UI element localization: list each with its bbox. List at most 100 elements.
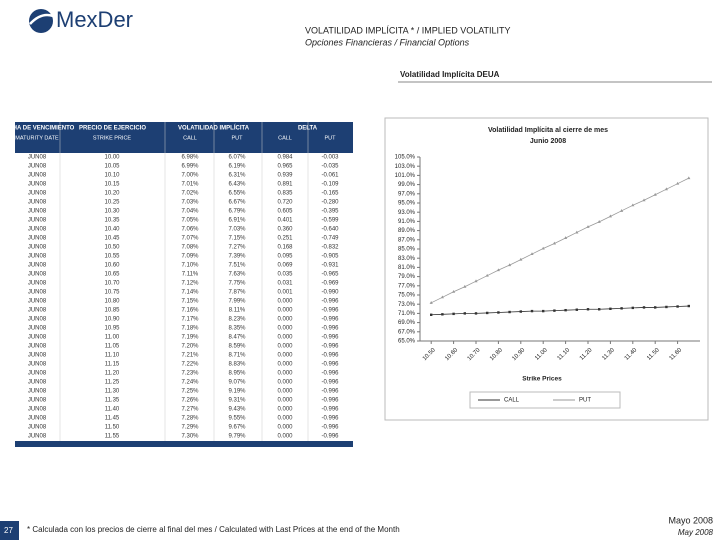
point-marker xyxy=(474,312,478,315)
page-number: 27 xyxy=(4,526,13,535)
table-cell: 9.43% xyxy=(228,407,246,413)
table-cell: 10.20 xyxy=(104,191,120,197)
table-cell: JUN08 xyxy=(28,236,47,242)
x-tick-label: 11.10 xyxy=(557,347,572,362)
x-axis-label: Strike Prices xyxy=(522,376,562,383)
table-cell: JUN08 xyxy=(28,407,47,413)
y-tick-label: 91.0% xyxy=(398,219,416,225)
point-marker xyxy=(654,306,657,309)
table-cell: 7.09% xyxy=(181,254,199,260)
date-en: May 2008 xyxy=(678,528,714,537)
table-cell: 8.23% xyxy=(228,317,246,323)
point-marker xyxy=(676,305,679,308)
x-tick-label: 11.30 xyxy=(601,347,616,362)
table-cell: 0.835 xyxy=(277,191,293,197)
table-cell: 7.75% xyxy=(228,281,246,287)
point-marker xyxy=(631,203,635,207)
table-cell: JUN08 xyxy=(28,425,47,431)
table-cell: JUN08 xyxy=(28,281,47,287)
point-marker xyxy=(429,301,433,304)
table-cell: 7.87% xyxy=(228,290,246,296)
table-cell: 10.75 xyxy=(104,290,120,296)
table-cell: JUN08 xyxy=(28,317,47,323)
point-marker xyxy=(463,284,467,288)
table-cell: 10.55 xyxy=(104,254,120,260)
table-cell: 0.965 xyxy=(277,164,293,170)
table-cell: 6.43% xyxy=(228,182,246,188)
table-cell: 9.31% xyxy=(228,398,246,404)
table-cell: 0.000 xyxy=(277,371,293,377)
table-cell: 10.35 xyxy=(104,218,120,224)
table-cell: JUN08 xyxy=(28,398,47,404)
page-badge xyxy=(0,521,19,540)
point-marker xyxy=(430,313,433,316)
y-tick-label: 87.0% xyxy=(398,237,416,243)
point-marker xyxy=(619,209,624,212)
table-cell: 7.29% xyxy=(181,425,199,431)
point-marker xyxy=(452,289,456,293)
table-cell: 0.000 xyxy=(277,335,293,341)
table-cell: JUN08 xyxy=(28,434,47,440)
column-header: PRECIO DE EJERCICIO xyxy=(79,126,146,132)
table-cell: 0.000 xyxy=(277,299,293,305)
point-marker xyxy=(563,236,568,239)
table-cell: 7.08% xyxy=(181,245,199,251)
logo-text: MexDer xyxy=(56,7,133,32)
section-title: Volatilidad Implícita DEUA xyxy=(400,70,500,79)
table-cell: -0.931 xyxy=(321,263,339,269)
table-cell: -0.061 xyxy=(321,173,339,179)
x-tick-label: 11.50 xyxy=(646,347,661,362)
table-cell: 7.51% xyxy=(228,263,246,269)
point-marker xyxy=(631,306,634,310)
table-footer-bar xyxy=(15,441,353,447)
table-cell: JUN08 xyxy=(28,290,47,296)
table-cell: 7.06% xyxy=(181,227,199,233)
table-cell: -0.996 xyxy=(321,425,339,431)
table-cell: 10.50 xyxy=(104,245,120,251)
series-line xyxy=(431,305,689,316)
table-cell: -0.280 xyxy=(321,200,339,206)
legend-label: PUT xyxy=(579,398,591,404)
table-cell: 0.000 xyxy=(277,398,293,404)
table-cell: JUN08 xyxy=(28,380,47,386)
table-cell: -0.996 xyxy=(321,326,339,332)
point-marker xyxy=(642,306,646,309)
point-marker xyxy=(609,307,612,310)
table-cell: -0.996 xyxy=(321,407,339,413)
x-tick-label: 10.90 xyxy=(511,347,526,362)
table-cell: 0.000 xyxy=(277,362,293,368)
table-cell: 10.00 xyxy=(104,155,120,161)
table-cell: 7.11% xyxy=(182,272,199,278)
table-cell: 6.55% xyxy=(228,191,246,197)
point-marker xyxy=(687,176,691,180)
table-cell: 7.25% xyxy=(181,389,199,395)
table-cell: 7.30% xyxy=(181,434,199,440)
table-cell: -0.996 xyxy=(321,299,339,305)
point-marker xyxy=(485,273,489,277)
table-cell: 0.001 xyxy=(277,290,293,296)
table-cell: JUN08 xyxy=(28,335,47,341)
table-cell: 0.360 xyxy=(277,227,293,233)
table-cell: 10.10 xyxy=(104,173,120,179)
x-tick-label: 10.50 xyxy=(422,347,437,362)
table-cell: 0.069 xyxy=(277,263,293,269)
column-subheader: STRIKE PRICE xyxy=(93,135,132,141)
table-cell: JUN08 xyxy=(28,164,47,170)
point-marker xyxy=(552,241,556,245)
table-cell: 9.79% xyxy=(228,434,246,440)
table-cell: 0.891 xyxy=(277,182,293,188)
table-cell: 11.20 xyxy=(105,371,120,377)
table-cell: JUN08 xyxy=(28,245,47,251)
table-cell: 0.401 xyxy=(277,218,293,224)
point-marker xyxy=(474,279,478,283)
point-marker xyxy=(598,308,601,311)
footnote: * Calculada con los precios de cierre al… xyxy=(27,525,400,534)
table-cell: 10.30 xyxy=(104,209,120,215)
table-cell: JUN08 xyxy=(28,308,47,314)
table-cell: -0.109 xyxy=(321,182,339,188)
point-marker xyxy=(541,246,545,250)
table-cell: -0.996 xyxy=(321,389,339,395)
table-cell: 7.04% xyxy=(181,209,199,215)
point-marker xyxy=(452,312,455,316)
